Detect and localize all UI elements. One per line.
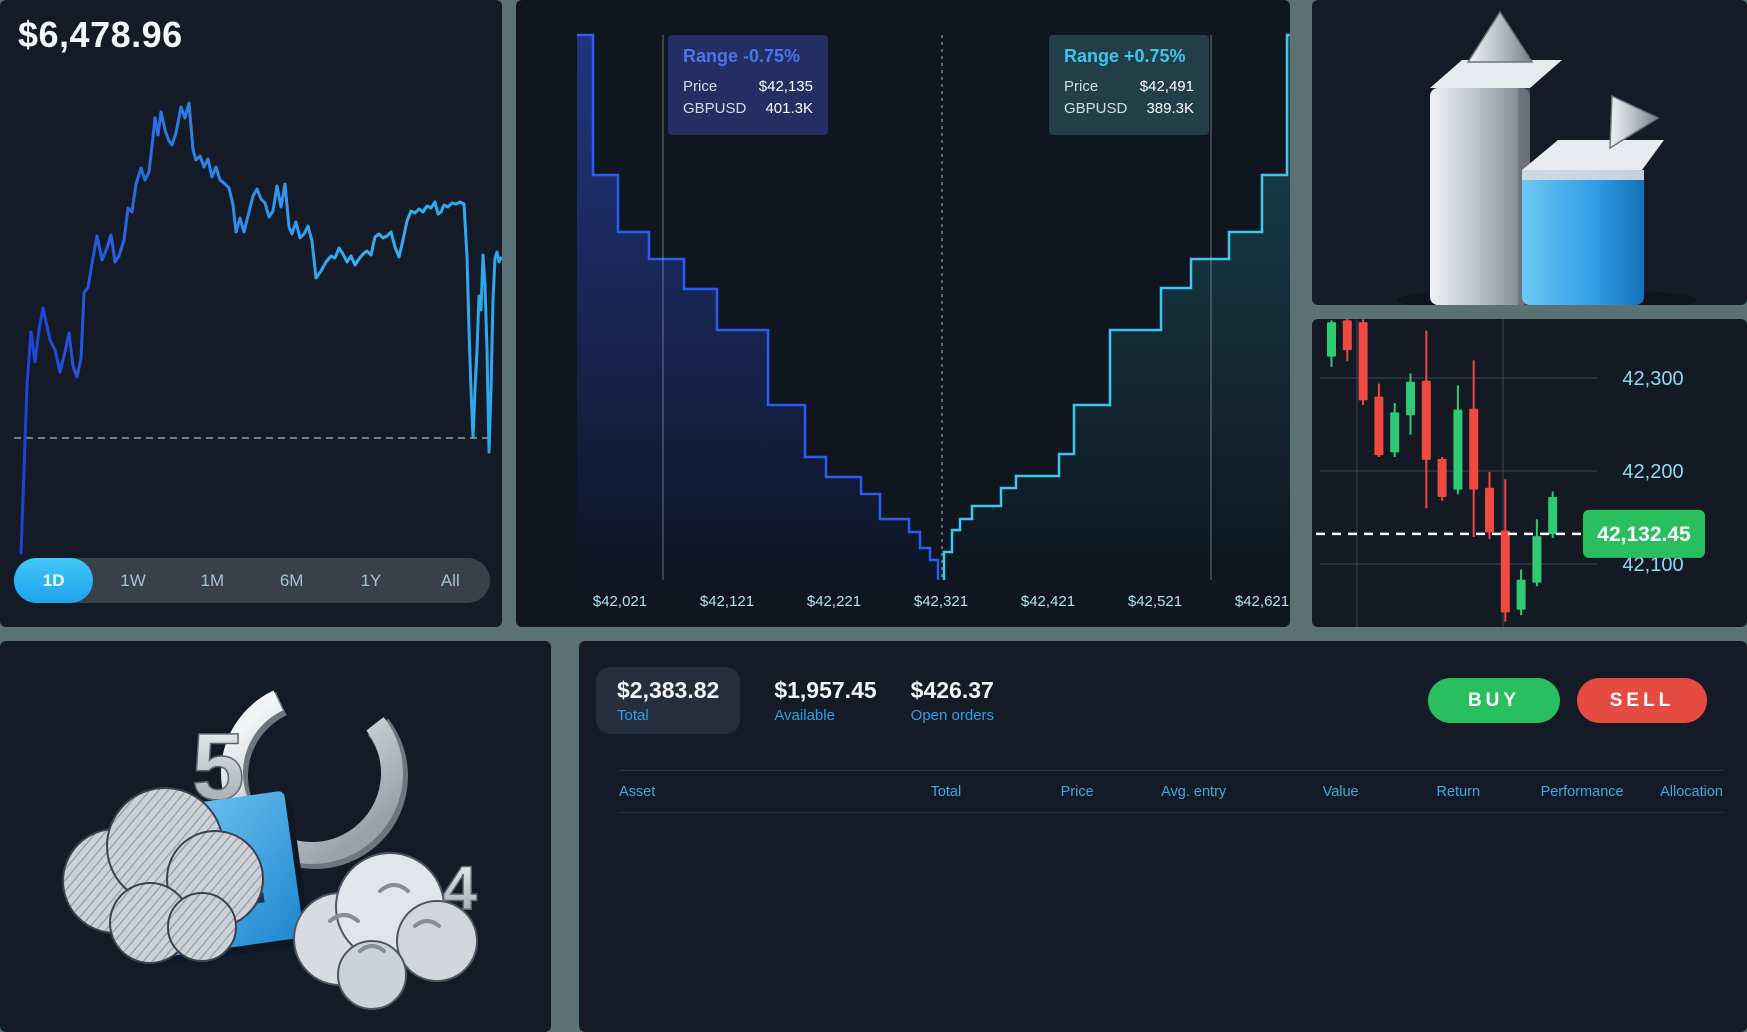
column-header-avg-entry[interactable]: Avg. entry — [1161, 784, 1227, 800]
candle-body — [1421, 380, 1431, 460]
price-value: $42,135 — [758, 78, 813, 95]
depth-chart[interactable]: $42,021 $42,121 $42,221 $42,321 $42,421 $42,5… — [516, 0, 1290, 627]
balance-panel: $6,478.96 1D 1W 1M 6M 1Y All — [0, 0, 502, 627]
candle-body — [1390, 412, 1400, 453]
depth-chart-panel: $42,021 $42,121 $42,221 $42,321 $42,421 $42,5… — [516, 0, 1290, 627]
up-arrow-icon — [1466, 10, 1534, 63]
time-range-selector: 1D 1W 1M 6M 1Y All — [14, 558, 490, 603]
cloud-right — [293, 852, 478, 1010]
candle-body — [1469, 408, 1479, 490]
pair-value: 401.3K — [765, 100, 813, 117]
x-axis-label: $42,221 — [807, 593, 861, 610]
summary-label: Available — [774, 707, 835, 724]
x-axis-label: $42,321 — [914, 593, 968, 610]
blue-column — [1522, 94, 1664, 305]
summary-label: Total — [617, 707, 649, 724]
candle-body — [1532, 536, 1542, 583]
x-axis-label: $42,021 — [593, 593, 647, 610]
x-axis-label: $42,521 — [1128, 593, 1182, 610]
bids-outline — [577, 33, 940, 580]
number-4: 4 — [443, 854, 478, 923]
candle-body — [1516, 579, 1526, 610]
column-header-allocation[interactable]: Allocation — [1660, 784, 1723, 800]
candle-body — [1548, 497, 1558, 535]
column-header-performance[interactable]: Performance — [1540, 784, 1624, 800]
holdings-table: Asset Total Price Avg. entry Value Return Perf… — [619, 771, 1723, 813]
column-header-return[interactable]: Return — [1436, 784, 1481, 800]
x-axis-label: $42,421 — [1021, 593, 1075, 610]
ask-range-tooltip: Range +0.75% Price $42,491 GBPUSD 389.3K — [1049, 35, 1209, 135]
time-range-all[interactable]: All — [411, 558, 490, 603]
portfolio-panel: $2,383.82 Total $1,957.45 Available $426… — [579, 641, 1747, 1032]
candle-body — [1453, 409, 1463, 490]
account-balance: $6,478.96 — [18, 14, 183, 55]
bids-area — [577, 35, 938, 580]
bid-range-tooltip: Range -0.75% Price $42,135 GBPUSD 401.3K — [668, 35, 828, 135]
pair-label: GBPUSD — [1064, 100, 1128, 117]
balance-line-series — [19, 101, 502, 555]
summary-label: Open orders — [910, 707, 995, 724]
candle-chart-panel: 42,300 42,200 42,100 42,132.45 — [1312, 319, 1747, 627]
pair-value: 389.3K — [1146, 100, 1194, 117]
time-range-6m[interactable]: 6M — [252, 558, 331, 603]
current-price-value: 42,132.45 — [1597, 523, 1691, 546]
numbers-3d-illustration: 5 12 4 — [62, 682, 479, 1010]
price-label: Price — [1064, 78, 1099, 95]
candle-body — [1374, 396, 1384, 456]
time-range-1y[interactable]: 1Y — [331, 558, 410, 603]
candle-body — [1500, 530, 1510, 613]
price-axis-label: 42,200 — [1622, 461, 1683, 483]
column-header-value[interactable]: Value — [1322, 784, 1359, 800]
buy-button[interactable]: BUY — [1428, 678, 1560, 723]
summary-open-orders[interactable]: $426.37 Open orders — [911, 667, 994, 734]
illustration-panel: 5 12 4 — [0, 641, 551, 1032]
price-axis-label: 42,300 — [1622, 368, 1683, 390]
time-range-1m[interactable]: 1M — [173, 558, 252, 603]
stats-3d-panel — [1312, 0, 1747, 305]
current-price-badge — [1583, 509, 1705, 558]
column-header-asset[interactable]: Asset — [619, 784, 656, 800]
table-header-row: Asset Total Price Avg. entry Value Return Perf… — [619, 771, 1723, 813]
candle-body — [1485, 487, 1494, 533]
column-header-total[interactable]: Total — [930, 784, 962, 800]
price-label: Price — [683, 78, 718, 95]
holdings-table-wrap: Asset Total Price Avg. entry Value Return Perf… — [619, 770, 1723, 813]
price-value: $42,491 — [1139, 78, 1194, 95]
candle-body — [1358, 322, 1368, 401]
sell-button[interactable]: SELL — [1577, 678, 1707, 723]
balance-line-chart[interactable] — [0, 0, 502, 627]
asks-area — [944, 35, 1290, 580]
candle-body — [1327, 322, 1336, 357]
x-axis-label: $42,121 — [700, 593, 754, 610]
summary-total[interactable]: $2,383.82 Total — [596, 667, 741, 734]
candle-body — [1437, 458, 1447, 498]
time-range-1w[interactable]: 1W — [93, 558, 172, 603]
asks-outline — [942, 33, 1290, 580]
time-range-1d[interactable]: 1D — [14, 558, 94, 603]
summary-available[interactable]: $1,957.45 Available — [774, 667, 876, 734]
price-axis-label: 42,100 — [1622, 554, 1683, 576]
tooltip-title: Range +0.75% — [1064, 46, 1186, 66]
candle-body — [1342, 320, 1352, 351]
candlestick-chart[interactable]: 42,300 42,200 42,100 42,132.45 — [1312, 319, 1747, 627]
pair-label: GBPUSD — [683, 100, 747, 117]
bars-3d-illustration — [1397, 10, 1697, 305]
column-header-price[interactable]: Price — [1060, 784, 1094, 800]
x-axis-label: $42,621 — [1235, 593, 1289, 610]
summary-value: $426.37 — [910, 677, 994, 703]
down-arrow-icon — [1609, 94, 1660, 150]
summary-value: $1,957.45 — [774, 677, 877, 703]
portfolio-summary: $2,383.82 Total $1,957.45 Available $426… — [596, 667, 994, 734]
summary-value: $2,383.82 — [617, 677, 720, 703]
cloud-left — [62, 787, 264, 964]
candle-body — [1406, 381, 1415, 416]
tooltip-title: Range -0.75% — [683, 46, 801, 66]
